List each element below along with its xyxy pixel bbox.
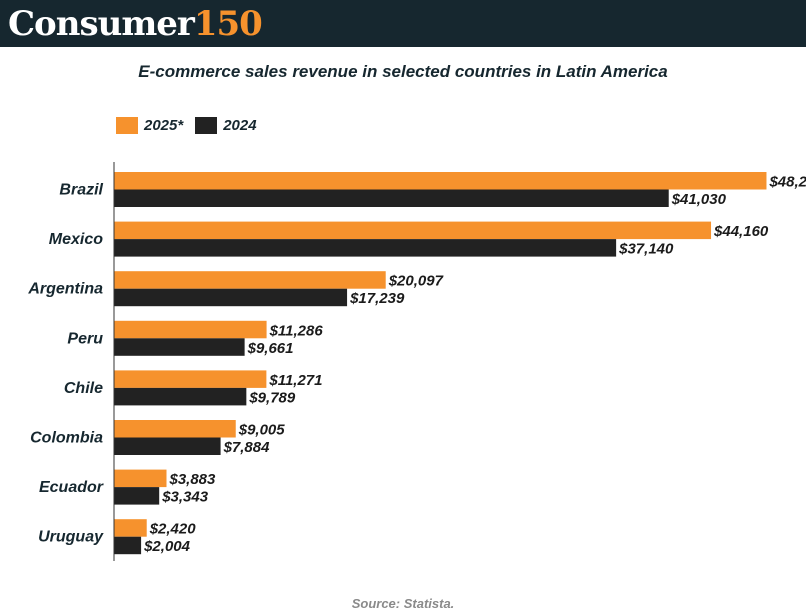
bar-mexico-2025: [114, 221, 712, 240]
data-label-ecuador-2024: $3,343: [161, 489, 209, 506]
data-label-brazil-2025: $48,260: [768, 174, 806, 191]
category-label-mexico: Mexico: [49, 231, 103, 248]
bar-brazil-2025: [114, 172, 767, 190]
bar-ecuador-2025: [114, 469, 167, 488]
bar-chile-2025: [114, 370, 267, 388]
category-label-chile: Chile: [64, 380, 103, 397]
data-label-colombia-2024: $7,884: [223, 439, 271, 456]
bar-argentina-2025: [114, 271, 386, 289]
chart-title: E-commerce sales revenue in selected cou…: [138, 62, 668, 81]
bar-chile-2024: [114, 387, 247, 406]
data-label-ecuador-2025: $3,883: [168, 471, 216, 488]
bar-uruguay-2025: [114, 519, 147, 537]
source-note: Source: Statista.: [351, 596, 455, 611]
bar-peru-2025: [114, 320, 267, 339]
brand-name-text: Consumer: [8, 4, 195, 44]
data-label-argentina-2025: $20,097: [388, 273, 444, 290]
category-label-argentina: Argentina: [27, 281, 103, 298]
header-bar: Consumer150: [0, 0, 806, 47]
data-label-mexico-2025: $44,160: [713, 223, 769, 240]
data-label-chile-2025: $11,271: [268, 372, 322, 389]
data-label-chile-2024: $9,789: [248, 389, 296, 406]
category-label-colombia: Colombia: [30, 430, 103, 447]
legend-label-2025: 2025*: [144, 116, 184, 134]
bar-argentina-2024: [114, 288, 348, 307]
legend-label-2024: 2024: [223, 116, 257, 134]
data-label-colombia-2025: $9,005: [238, 422, 286, 439]
brand-name-number: 150: [193, 4, 263, 44]
chart-legend: 2025* 2024: [116, 115, 269, 135]
bar-mexico-2024: [114, 239, 617, 257]
data-label-peru-2024: $9,661: [247, 340, 294, 357]
bar-peru-2024: [114, 338, 245, 356]
bar-brazil-2024: [114, 189, 669, 207]
bar-ecuador-2024: [114, 487, 160, 505]
data-label-uruguay-2025: $2,420: [149, 521, 197, 538]
category-label-peru: Peru: [67, 330, 103, 347]
category-label-uruguay: Uruguay: [38, 529, 104, 546]
bar-colombia-2025: [114, 420, 236, 438]
bar-uruguay-2024: [114, 536, 142, 555]
bar-colombia-2024: [114, 437, 221, 455]
data-label-uruguay-2024: $2,004: [143, 538, 191, 555]
legend-item-2024: 2024: [195, 116, 257, 134]
data-label-brazil-2024: $41,030: [671, 191, 727, 208]
data-label-mexico-2024: $37,140: [618, 241, 674, 258]
data-label-argentina-2024: $17,239: [349, 290, 405, 307]
category-label-brazil: Brazil: [59, 182, 103, 199]
brand-logo[interactable]: Consumer150: [8, 2, 263, 46]
legend-swatch-2025: [116, 116, 138, 134]
data-label-peru-2025: $11,286: [269, 322, 324, 339]
legend-swatch-2024: [195, 116, 218, 134]
legend-item-2025: 2025*: [116, 116, 184, 134]
category-label-ecuador: Ecuador: [39, 479, 104, 496]
